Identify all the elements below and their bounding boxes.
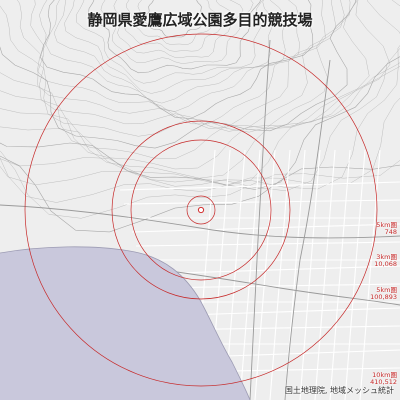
ring-label-2-value: 10,068 [374, 260, 397, 268]
contour-line [45, 0, 300, 112]
coastline [0, 246, 251, 400]
map-title: 静岡県愛鷹広域公園多目的競技場 [87, 11, 313, 29]
minor-road [119, 181, 400, 191]
ring-label-3-name: 5km圏 [376, 286, 397, 294]
ring-4 [24, 33, 378, 387]
ring-label-1-name: 5km圏 [376, 221, 397, 229]
minor-road [239, 149, 261, 400]
contour-line [142, 0, 208, 38]
minor-road [299, 149, 321, 400]
ring-label-4: 10km圏 410,512 [370, 372, 397, 386]
major-road [249, 39, 271, 400]
contour-line [0, 0, 400, 179]
contour-line [0, 155, 400, 233]
contour-line [132, 0, 220, 45]
contour-line [0, 0, 351, 137]
ring-3 [111, 120, 291, 300]
ring-1 [186, 195, 216, 225]
sea-area [0, 246, 250, 400]
minor-road [254, 149, 276, 400]
contour-line [64, 0, 274, 94]
ring-label-1: 5km圏 748 [376, 222, 397, 236]
contour-line [76, 0, 263, 84]
contour-line [0, 0, 391, 170]
contour-line [0, 0, 357, 149]
contour-line [0, 0, 370, 159]
contour-line [87, 0, 261, 74]
minor-road [344, 149, 366, 400]
contour-line [39, 0, 314, 119]
contour-line [37, 0, 326, 125]
minor-road [359, 149, 381, 400]
contour-line [0, 150, 400, 219]
minor-road [329, 149, 351, 400]
ring-label-2-name: 3km圏 [376, 253, 397, 261]
map-attribution: 国土地理院, 地域メッシュ統計 [284, 386, 394, 395]
ring-label-4-value: 410,512 [370, 378, 397, 386]
major-road [0, 204, 400, 239]
ring-label-3: 5km圏 100,893 [370, 287, 397, 301]
minor-road [314, 149, 336, 400]
ring-label-3-value: 100,893 [370, 293, 397, 301]
minor-road [123, 199, 400, 205]
minor-road [143, 265, 400, 275]
contour-line [30, 0, 337, 129]
contour-line [0, 48, 400, 191]
contour-line [113, 0, 244, 58]
contour-lines [0, 0, 400, 233]
ring-label-1-value: 748 [384, 228, 397, 236]
contour-line [0, 56, 400, 190]
stadium-marker[interactable] [197, 206, 205, 214]
ring-2 [130, 139, 272, 281]
contour-line [53, 0, 286, 104]
minor-road [131, 223, 400, 233]
contour-line [124, 0, 232, 52]
distance-rings [24, 33, 378, 387]
minor-road [269, 149, 291, 400]
ring-label-4-name: 10km圏 [372, 371, 397, 379]
ring-label-2: 3km圏 10,068 [374, 254, 397, 268]
contour-line [100, 0, 254, 64]
major-road [284, 59, 331, 400]
contour-line [17, 0, 345, 132]
contour-line [0, 0, 400, 186]
contour-line [0, 45, 400, 190]
